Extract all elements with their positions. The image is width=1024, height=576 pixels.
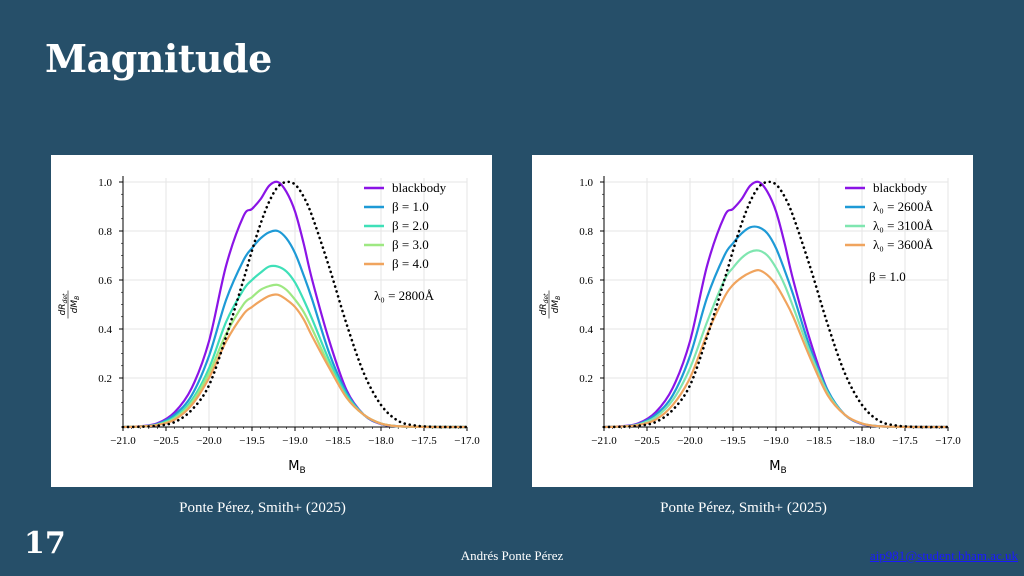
x-tick-label: −18.0 [368, 435, 394, 447]
x-tick-label: −21.0 [110, 435, 136, 447]
y-tick-label: 1.0 [98, 177, 112, 189]
x-tick-label: −18.5 [806, 435, 832, 447]
chart-grid [603, 178, 949, 427]
chart-grid [122, 178, 468, 427]
x-tick-label: −18.5 [325, 435, 351, 447]
legend-label: λ₀ = 3100Å [873, 218, 934, 233]
x-tick-label: −19.5 [239, 435, 265, 447]
x-tick-label: −20.5 [634, 435, 660, 447]
chart-caption-right: Ponte Pérez, Smith+ (2025) [660, 500, 827, 516]
series-line--3600- [603, 269, 948, 429]
x-axis-label: MB [288, 459, 305, 476]
y-axis-label-numerator: dRdet [539, 293, 550, 315]
chart-panel-left: −21.0 −20.5 −20.0 −19.5 −19.0 −18.5 −18.0 −17.5… [51, 155, 492, 487]
y-axis-label-numerator: dRdet [58, 293, 69, 315]
y-tick-label: 0.8 [579, 226, 593, 238]
slide-title: Magnitude [45, 36, 272, 81]
legend-label: λ₀ = 2600Å [873, 199, 934, 214]
legend-label: blackbody [392, 180, 447, 195]
legend-label: λ₀ = 3600Å [873, 237, 934, 252]
y-axis-label-denominator: dMB [551, 296, 562, 314]
slide-number: 17 [24, 526, 66, 561]
legend-label: blackbody [873, 180, 928, 195]
footer-author: Andrés Ponte Pérez [460, 548, 564, 563]
y-tick-label: 0.4 [98, 324, 112, 336]
y-tick-label: 0.2 [579, 373, 593, 385]
legend-label: β = 3.0 [392, 237, 429, 252]
y-tick-label: 0.6 [579, 275, 593, 287]
x-tick-label: −19.0 [763, 435, 789, 447]
y-axis-label-denominator: dMB [70, 296, 81, 314]
x-tick-label: −17.0 [935, 435, 961, 447]
y-tick-label: 1.0 [579, 177, 593, 189]
chart-left: −21.0 −20.5 −20.0 −19.5 −19.0 −18.5 −18.0 −17.5… [58, 176, 480, 476]
x-tick-label: −20.5 [153, 435, 179, 447]
x-tick-label: −21.0 [591, 435, 617, 447]
x-tick-label: −17.5 [892, 435, 918, 447]
y-tick-label: 0.2 [98, 373, 112, 385]
y-tick-label: 0.4 [579, 324, 593, 336]
x-tick-label: −19.5 [720, 435, 746, 447]
x-tick-label: −18.0 [849, 435, 875, 447]
x-axis-label: MB [769, 459, 786, 476]
chart-annotation: λ₀ = 2800Å [374, 288, 435, 303]
chart-caption-left: Ponte Pérez, Smith+ (2025) [179, 500, 346, 516]
chart-annotation: β = 1.0 [869, 269, 906, 284]
x-tick-label: −20.0 [677, 435, 703, 447]
chart-panel-right: −21.0 −20.5 −20.0 −19.5 −19.0 −18.5 −18.0 −17.5… [532, 155, 973, 487]
x-tick-label: −20.0 [196, 435, 222, 447]
x-tick-label: −17.5 [411, 435, 437, 447]
y-tick-label: 0.6 [98, 275, 112, 287]
legend-label: β = 4.0 [392, 256, 429, 271]
series-line--4-0 [122, 293, 467, 429]
chart-right: −21.0 −20.5 −20.0 −19.5 −19.0 −18.5 −18.0 −17.5… [539, 176, 961, 476]
y-tick-label: 0.8 [98, 226, 112, 238]
legend-label: β = 2.0 [392, 218, 429, 233]
footer-email-link[interactable]: aip981@student.bham.ac.uk [869, 548, 1018, 563]
legend-label: β = 1.0 [392, 199, 429, 214]
x-tick-label: −19.0 [282, 435, 308, 447]
x-tick-label: −17.0 [454, 435, 480, 447]
